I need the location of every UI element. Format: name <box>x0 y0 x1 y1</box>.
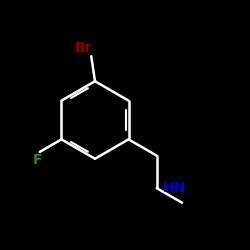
Text: HN: HN <box>163 181 186 195</box>
Text: Br: Br <box>75 41 92 55</box>
Text: F: F <box>32 153 42 167</box>
